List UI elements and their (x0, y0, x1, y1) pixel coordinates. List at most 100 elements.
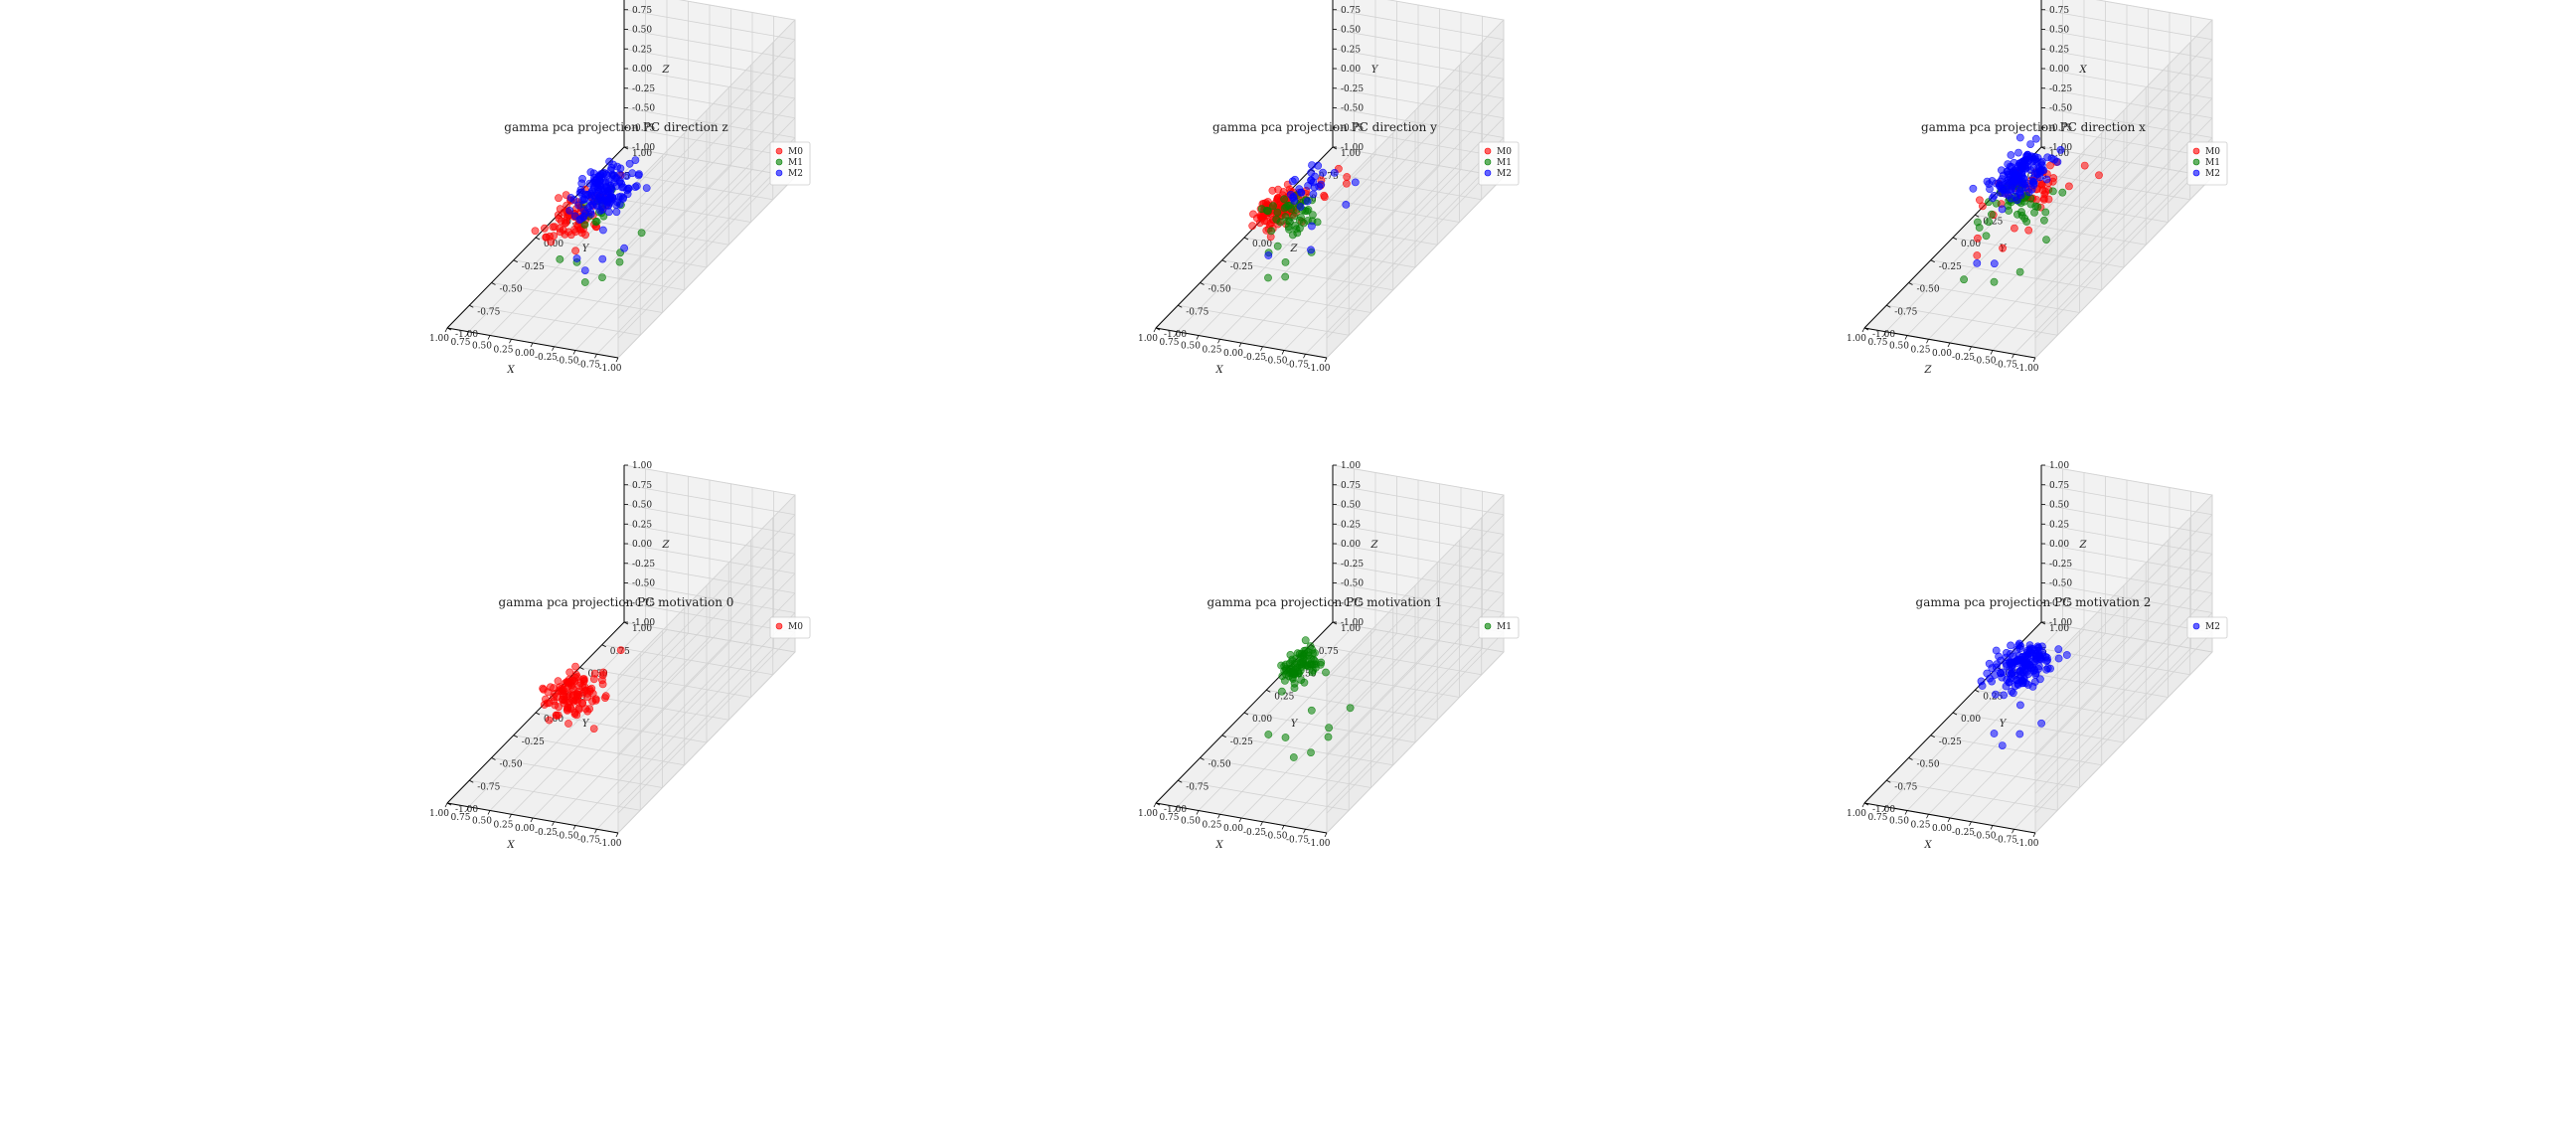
y-tick-label: 1.00 (632, 624, 652, 634)
point-m2 (1351, 178, 1360, 187)
point-m1 (2026, 200, 2035, 209)
x-axis-label: X (1214, 365, 1223, 376)
point-m2 (1264, 251, 1273, 259)
point-m2 (635, 170, 643, 178)
x-tick-label: 1.00 (1138, 809, 1158, 819)
z-tick-label: 0.50 (632, 501, 652, 511)
x-tick-label: 1.00 (1847, 334, 1866, 344)
x-tick-label: 0.75 (1159, 338, 1179, 348)
x-tick-label: -1.00 (1307, 839, 1330, 849)
point-m0 (2064, 182, 2073, 191)
point-m2 (2015, 133, 2024, 142)
point-m2 (1295, 185, 1304, 194)
point-m2 (2002, 659, 2011, 668)
z-tick-label: -0.25 (2049, 560, 2072, 570)
point-m2 (1998, 205, 2007, 214)
x-tick (1904, 335, 1908, 340)
point-m1 (1281, 677, 1289, 685)
z-tick-label: 0.25 (1341, 520, 1361, 530)
point-m1 (1269, 202, 1277, 211)
z-tick-label: -0.50 (1341, 579, 1364, 589)
point-m0 (531, 227, 540, 236)
x-tick (2032, 832, 2036, 838)
x-tick (1175, 331, 1178, 336)
point-m0 (599, 668, 607, 677)
x-tick-label: 0.50 (472, 342, 492, 352)
point-m1 (1293, 229, 1302, 238)
point-m1 (1309, 666, 1318, 675)
y-axis-label: Y (582, 719, 590, 730)
point-m2 (2056, 145, 2065, 154)
point-m2 (1317, 180, 1326, 189)
point-m2 (565, 206, 574, 215)
legend-label-m1: M1 (2205, 158, 2220, 168)
legend-label-m0: M0 (1497, 147, 1512, 157)
point-m2 (1330, 168, 1339, 177)
point-m1 (1325, 724, 1333, 733)
point-m2 (601, 179, 609, 188)
y-tick (1930, 735, 1935, 738)
point-m2 (589, 178, 598, 187)
y-tick (601, 644, 606, 648)
z-tick-label: -0.50 (632, 579, 655, 589)
y-tick (1863, 327, 1869, 331)
legend-label-m2: M2 (1497, 169, 1512, 179)
scatter-points (1248, 161, 1360, 282)
z-tick-label: -0.75 (1341, 123, 1364, 133)
y-tick (1332, 621, 1338, 625)
z-tick-label: 0.00 (632, 540, 652, 550)
x-axis-label: Z (1924, 365, 1933, 376)
x-tick-label: -0.75 (1995, 360, 2017, 370)
y-tick (2040, 146, 2046, 150)
point-m2 (642, 184, 651, 192)
y-tick (1266, 689, 1271, 693)
point-m2 (2030, 678, 2039, 686)
point-m2 (628, 169, 637, 178)
point-m1 (1975, 224, 1984, 232)
x-tick (1990, 825, 1994, 830)
point-m2 (1990, 730, 1999, 737)
x-tick-label: 0.00 (1932, 824, 1952, 834)
x-tick-label: -0.50 (556, 357, 578, 367)
x-tick-label: -0.25 (1243, 828, 1266, 838)
y-tick (513, 735, 518, 738)
point-m0 (555, 194, 563, 203)
legend-label-m0: M0 (2205, 147, 2220, 157)
point-m2 (1969, 184, 1978, 193)
z-tick-label: 0.75 (632, 6, 652, 16)
point-m2 (1303, 197, 1312, 206)
point-m2 (1973, 258, 1982, 267)
point-m2 (1289, 194, 1297, 203)
x-tick (572, 825, 576, 830)
point-m0 (598, 676, 606, 685)
point-m0 (2024, 226, 2033, 235)
point-m2 (2007, 151, 2015, 159)
x-tick-label: 0.25 (1910, 820, 1930, 830)
point-m0 (562, 697, 569, 705)
point-m2 (2030, 666, 2039, 674)
y-tick-label: 0.00 (544, 240, 564, 249)
scatter-points (539, 646, 625, 733)
point-m1 (2017, 208, 2025, 217)
y-tick (1221, 259, 1226, 263)
y-tick-label: 1.00 (632, 149, 652, 159)
y-axis-label: Y (2000, 719, 2008, 730)
z-tick-label: 0.50 (2049, 26, 2069, 36)
z-tick-label: 0.00 (632, 65, 652, 75)
point-m2 (1988, 664, 1997, 672)
point-m2 (2042, 665, 2050, 674)
y-tick-label: 0.00 (1961, 240, 1981, 249)
legend-marker-m1 (1484, 158, 1492, 166)
y-tick-label: 0.75 (1319, 172, 1339, 182)
legend-marker-m2 (1484, 169, 1492, 177)
point-m2 (569, 196, 578, 204)
y-tick (491, 282, 496, 285)
point-m0 (555, 214, 564, 223)
y-tick-label: -0.75 (477, 307, 500, 317)
y-tick (446, 802, 452, 806)
point-m1 (1992, 199, 2001, 208)
point-m1 (1307, 706, 1316, 715)
point-m0 (545, 699, 554, 708)
point-m0 (583, 689, 592, 698)
